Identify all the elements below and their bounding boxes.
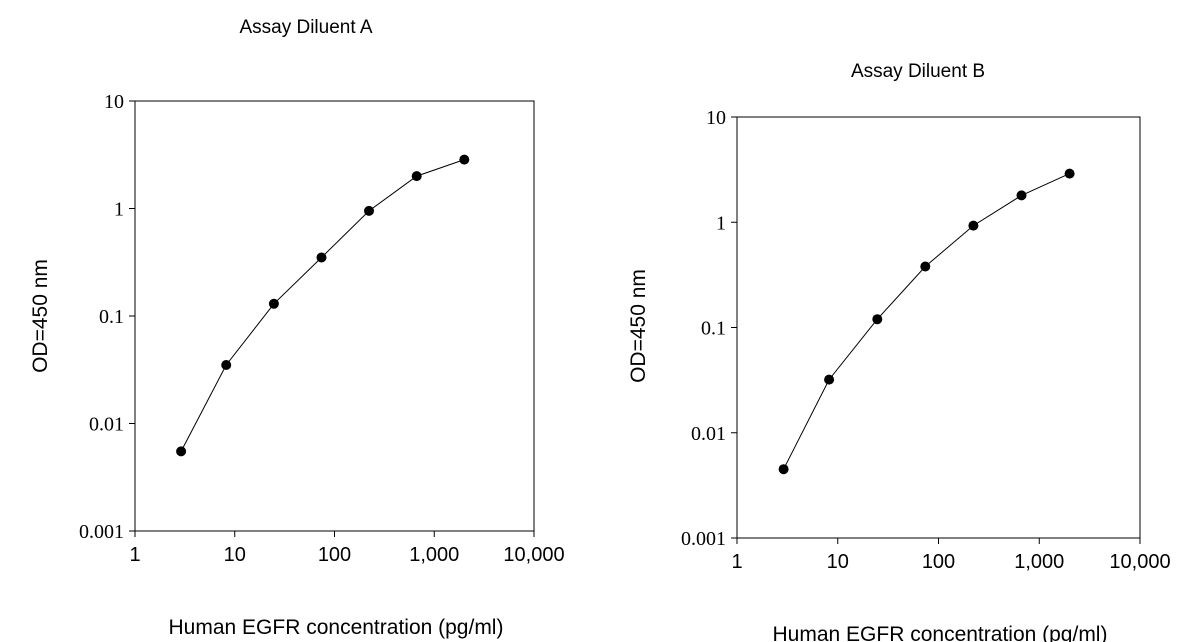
y-axis-label-a: OD=450 nm xyxy=(29,259,52,373)
chart-panel-b: Assay Diluent B OD=450 nm Human EGFR con… xyxy=(627,61,1171,642)
x-tick-label: 100 xyxy=(318,544,351,566)
x-tick-label: 1 xyxy=(731,551,742,573)
data-point xyxy=(968,220,979,231)
data-point xyxy=(411,171,422,182)
plot-area-a xyxy=(134,100,535,532)
y-tick-label: 1 xyxy=(114,199,124,221)
data-series-b xyxy=(778,168,1075,475)
x-tick-labels-a: 1 10 100 1,000 10,000 xyxy=(129,544,564,566)
series-line xyxy=(783,173,1070,470)
y-axis-label-b: OD=450 nm xyxy=(627,269,650,383)
data-point xyxy=(824,374,835,385)
tick-marks-a xyxy=(129,100,535,537)
data-point xyxy=(872,314,883,325)
x-tick-label: 10,000 xyxy=(503,544,564,566)
x-axis-label-a: Human EGFR concentration (pg/ml) xyxy=(169,616,504,639)
x-tick-labels-b: 1 10 100 1,000 10,000 xyxy=(731,551,1170,573)
x-axis-label-b: Human EGFR concentration (pg/ml) xyxy=(773,623,1108,642)
data-point xyxy=(1016,190,1027,201)
data-point xyxy=(459,154,470,165)
data-point xyxy=(176,446,187,457)
y-tick-label: 0.01 xyxy=(89,414,124,436)
x-tick-label: 10 xyxy=(224,544,246,566)
y-tick-label: 10 xyxy=(104,91,124,113)
data-point xyxy=(364,205,374,216)
data-series-a xyxy=(176,154,470,457)
y-tick-label: 0.001 xyxy=(681,528,726,550)
y-tick-label: 0.1 xyxy=(701,318,726,340)
plot-area-b xyxy=(736,116,1141,539)
x-tick-label: 10 xyxy=(827,551,849,573)
y-tick-labels-b: 0.001 0.01 0.1 1 10 xyxy=(681,107,726,550)
data-point xyxy=(316,252,327,263)
x-tick-label: 10,000 xyxy=(1109,551,1170,573)
y-tick-label: 0.001 xyxy=(79,521,124,543)
data-point xyxy=(221,360,232,370)
x-tick-label: 1,000 xyxy=(409,544,459,566)
data-point xyxy=(778,464,789,475)
chart-panel-a: Assay Diluent A OD=450 nm Human EGFR con… xyxy=(29,17,565,639)
y-tick-label: 0.1 xyxy=(99,306,124,328)
x-tick-label: 1 xyxy=(129,544,140,566)
y-tick-label: 0.01 xyxy=(691,423,726,445)
y-tick-labels-a: 0.001 0.01 0.1 1 10 xyxy=(79,91,124,543)
x-tick-label: 100 xyxy=(922,551,955,573)
data-point xyxy=(1064,168,1075,179)
x-tick-label: 1,000 xyxy=(1014,551,1064,573)
data-point xyxy=(268,298,279,309)
y-tick-label: 10 xyxy=(706,107,726,129)
chart-title-a: Assay Diluent A xyxy=(239,17,372,38)
y-tick-label: 1 xyxy=(716,212,726,234)
data-point xyxy=(920,261,931,272)
chart-title-b: Assay Diluent B xyxy=(851,61,985,82)
series-line xyxy=(180,159,465,452)
tick-marks-b xyxy=(731,116,1141,544)
